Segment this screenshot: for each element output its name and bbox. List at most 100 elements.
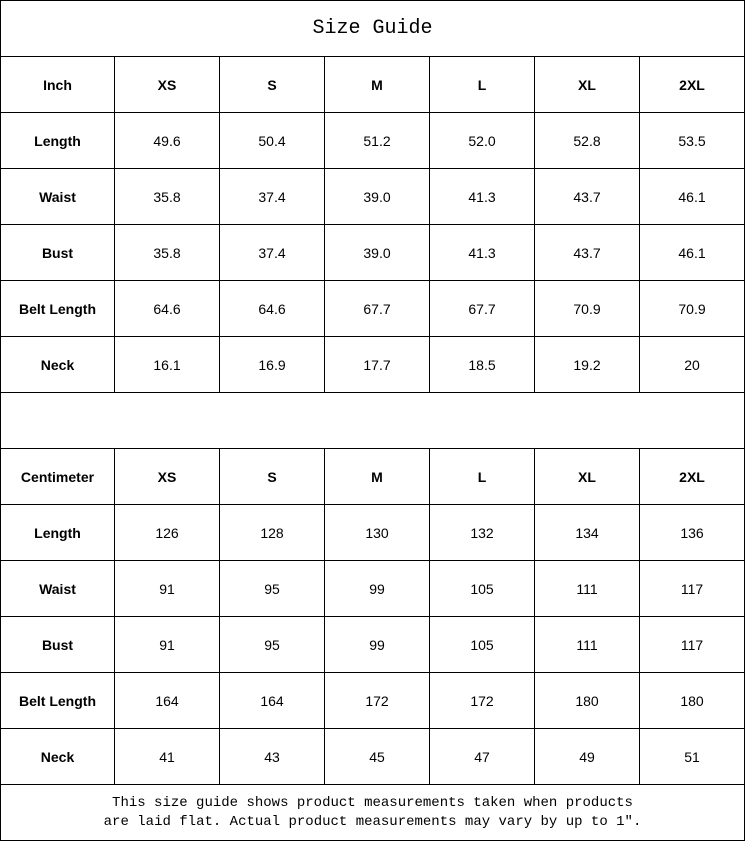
measurement-label: Waist xyxy=(0,560,115,617)
measurement-value: 132 xyxy=(429,504,535,561)
measurement-value: 117 xyxy=(639,560,745,617)
measurement-value: 52.8 xyxy=(534,112,640,169)
measurement-value: 67.7 xyxy=(429,280,535,337)
measurement-value: 64.6 xyxy=(114,280,220,337)
table-row: Bust 91 95 99 105 111 117 xyxy=(0,616,745,673)
measurement-label: Belt Length xyxy=(0,672,115,729)
table-row: Waist 91 95 99 105 111 117 xyxy=(0,560,745,617)
size-header: S xyxy=(219,56,325,113)
measurement-value: 17.7 xyxy=(324,336,430,393)
measurement-label: Belt Length xyxy=(0,280,115,337)
measurement-value: 20 xyxy=(639,336,745,393)
cm-unit-label: Centimeter xyxy=(0,448,115,505)
measurement-value: 43.7 xyxy=(534,224,640,281)
size-header: XS xyxy=(114,56,220,113)
spacer-cell xyxy=(0,392,745,449)
measurement-label: Neck xyxy=(0,728,115,785)
measurement-value: 105 xyxy=(429,560,535,617)
size-header: L xyxy=(429,448,535,505)
spacer-row xyxy=(0,392,745,449)
page-title: Size Guide xyxy=(0,0,745,57)
size-header: M xyxy=(324,56,430,113)
measurement-label: Bust xyxy=(0,616,115,673)
measurement-value: 111 xyxy=(534,616,640,673)
measurement-value: 49 xyxy=(534,728,640,785)
cm-header-row: Centimeter XS S M L XL 2XL xyxy=(0,448,745,505)
measurement-value: 164 xyxy=(219,672,325,729)
table-row: Belt Length 164 164 172 172 180 180 xyxy=(0,672,745,729)
measurement-value: 49.6 xyxy=(114,112,220,169)
measurement-value: 180 xyxy=(534,672,640,729)
measurement-value: 70.9 xyxy=(639,280,745,337)
measurement-label: Bust xyxy=(0,224,115,281)
measurement-value: 35.8 xyxy=(114,168,220,225)
measurement-value: 47 xyxy=(429,728,535,785)
size-header: 2XL xyxy=(639,448,745,505)
size-header: L xyxy=(429,56,535,113)
size-header: XL xyxy=(534,56,640,113)
measurement-value: 95 xyxy=(219,560,325,617)
inch-header-row: Inch XS S M L XL 2XL xyxy=(0,56,745,113)
measurement-value: 134 xyxy=(534,504,640,561)
size-header: XS xyxy=(114,448,220,505)
size-header: S xyxy=(219,448,325,505)
measurement-value: 67.7 xyxy=(324,280,430,337)
measurement-value: 52.0 xyxy=(429,112,535,169)
measurement-value: 126 xyxy=(114,504,220,561)
measurement-value: 19.2 xyxy=(534,336,640,393)
measurement-label: Waist xyxy=(0,168,115,225)
size-header: XL xyxy=(534,448,640,505)
measurement-value: 39.0 xyxy=(324,224,430,281)
measurement-value: 105 xyxy=(429,616,535,673)
measurement-value: 16.9 xyxy=(219,336,325,393)
measurement-value: 46.1 xyxy=(639,224,745,281)
measurement-value: 111 xyxy=(534,560,640,617)
measurement-value: 99 xyxy=(324,560,430,617)
table-row: Bust 35.8 37.4 39.0 41.3 43.7 46.1 xyxy=(0,224,745,281)
table-row: Length 49.6 50.4 51.2 52.0 52.8 53.5 xyxy=(0,112,745,169)
measurement-value: 37.4 xyxy=(219,224,325,281)
measurement-value: 43 xyxy=(219,728,325,785)
measurement-value: 16.1 xyxy=(114,336,220,393)
measurement-label: Length xyxy=(0,112,115,169)
measurement-value: 117 xyxy=(639,616,745,673)
measurement-value: 53.5 xyxy=(639,112,745,169)
footnote: This size guide shows product measuremen… xyxy=(0,784,745,841)
size-header: M xyxy=(324,448,430,505)
measurement-value: 95 xyxy=(219,616,325,673)
table-row: Waist 35.8 37.4 39.0 41.3 43.7 46.1 xyxy=(0,168,745,225)
measurement-value: 128 xyxy=(219,504,325,561)
table-row: Neck 16.1 16.9 17.7 18.5 19.2 20 xyxy=(0,336,745,393)
measurement-value: 51 xyxy=(639,728,745,785)
note-row: This size guide shows product measuremen… xyxy=(0,784,745,841)
measurement-value: 70.9 xyxy=(534,280,640,337)
measurement-value: 51.2 xyxy=(324,112,430,169)
footnote-line-1: This size guide shows product measuremen… xyxy=(112,794,633,811)
measurement-value: 164 xyxy=(114,672,220,729)
measurement-value: 35.8 xyxy=(114,224,220,281)
measurement-value: 45 xyxy=(324,728,430,785)
inch-unit-label: Inch xyxy=(0,56,115,113)
measurement-value: 64.6 xyxy=(219,280,325,337)
measurement-value: 99 xyxy=(324,616,430,673)
measurement-value: 43.7 xyxy=(534,168,640,225)
measurement-label: Neck xyxy=(0,336,115,393)
measurement-label: Length xyxy=(0,504,115,561)
measurement-value: 50.4 xyxy=(219,112,325,169)
measurement-value: 91 xyxy=(114,560,220,617)
measurement-value: 180 xyxy=(639,672,745,729)
measurement-value: 18.5 xyxy=(429,336,535,393)
measurement-value: 41.3 xyxy=(429,168,535,225)
measurement-value: 37.4 xyxy=(219,168,325,225)
measurement-value: 130 xyxy=(324,504,430,561)
size-header: 2XL xyxy=(639,56,745,113)
measurement-value: 172 xyxy=(429,672,535,729)
measurement-value: 41.3 xyxy=(429,224,535,281)
table-row: Length 126 128 130 132 134 136 xyxy=(0,504,745,561)
measurement-value: 136 xyxy=(639,504,745,561)
footnote-line-2: are laid flat. Actual product measuremen… xyxy=(103,813,642,830)
measurement-value: 41 xyxy=(114,728,220,785)
table-row: Neck 41 43 45 47 49 51 xyxy=(0,728,745,785)
measurement-value: 39.0 xyxy=(324,168,430,225)
